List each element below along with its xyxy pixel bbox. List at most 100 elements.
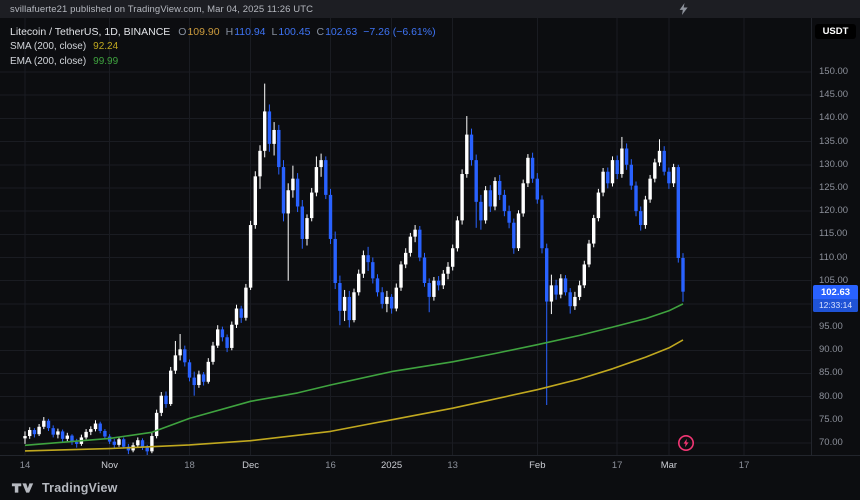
time-axis-label: 18 (184, 460, 195, 471)
candle-body (140, 440, 145, 448)
time-axis-label: 17 (611, 460, 623, 471)
candle-body (643, 199, 648, 226)
candle-body (530, 157, 535, 179)
price-tick-label: 80.00 (819, 390, 843, 402)
candle-body (516, 213, 521, 249)
candle-body (488, 190, 492, 207)
tradingview-logo-text: TradingView (42, 480, 118, 495)
lightning-icon[interactable] (679, 3, 688, 15)
candle-body (65, 435, 69, 439)
candle-body (136, 440, 140, 446)
candlestick-chart[interactable] (0, 18, 812, 455)
candle-body (60, 431, 65, 439)
candle-body (333, 238, 337, 284)
candle-body (615, 160, 619, 175)
candle-body (624, 148, 629, 165)
last-price: 102.63 (820, 286, 851, 298)
candle-body (596, 192, 601, 219)
candle-body (253, 176, 257, 226)
flash-marker-icon[interactable] (677, 434, 695, 452)
candle-body (592, 218, 596, 244)
candle-body (662, 150, 666, 172)
candle-body (169, 370, 173, 405)
candle-body (460, 174, 464, 221)
candle-body (145, 447, 149, 452)
currency-badge[interactable]: USDT (815, 24, 856, 39)
candle-body (192, 377, 196, 386)
candle-body (32, 430, 37, 435)
candle-body (521, 183, 525, 214)
candle-body (342, 296, 347, 311)
candle-body (324, 160, 328, 195)
candle-body (399, 264, 403, 288)
price-tick-label: 130.00 (819, 158, 849, 170)
candle-body (178, 349, 182, 356)
candle-body (432, 280, 436, 297)
candle-body (23, 436, 27, 439)
candle-body (357, 273, 361, 293)
candle-body (159, 395, 163, 413)
candle-body (46, 420, 51, 429)
candle-body (620, 148, 624, 175)
price-tick-label: 95.00 (819, 321, 843, 333)
candle-body (573, 296, 577, 307)
candle-body (601, 171, 605, 193)
price-tick-label: 120.00 (819, 205, 849, 217)
candle-body (671, 167, 676, 184)
symbol-title[interactable]: Litecoin / TetherUS, 1D, BINANCE (10, 25, 171, 38)
ema-label[interactable]: EMA (200, close) (10, 56, 87, 67)
candle-body (89, 429, 93, 432)
candle-body (84, 431, 88, 438)
change-value: −7.26 (−6.61%) (363, 25, 436, 38)
publish-info-bar: svillafuerte21 published on TradingView.… (0, 0, 860, 18)
candle-body (173, 355, 178, 371)
ohlc-number: 110.94 (234, 25, 266, 38)
candle-body (469, 134, 474, 161)
ema-line (24, 303, 684, 447)
candle-body (606, 171, 610, 184)
chart-area[interactable]: Litecoin / TetherUS, 1D, BINANCE O109.90… (0, 18, 860, 455)
candle-body (371, 262, 375, 279)
candle-body (93, 423, 98, 430)
candle-body (258, 150, 262, 177)
chart-legend: Litecoin / TetherUS, 1D, BINANCE O109.90… (10, 24, 436, 69)
candle-body (295, 178, 300, 207)
time-axis[interactable]: 14 Nov 18 Dec 16 2025 13 Feb 17 Mar 17 (0, 455, 860, 475)
price-scale[interactable]: USDT 150.00 145.00 140.00 135.00 130.00 125.0… (811, 18, 860, 455)
candle-body (206, 361, 210, 382)
candle-body (126, 446, 131, 451)
price-tick-label: 135.00 (819, 135, 849, 147)
candle-body (211, 345, 215, 362)
time-axis-label: Dec (242, 460, 260, 471)
candle-body (512, 222, 516, 249)
candle-body (361, 255, 366, 274)
ohlc-number: 109.90 (187, 25, 220, 38)
price-tick-label: 145.00 (819, 89, 849, 101)
candle-body (540, 199, 544, 249)
symbol-legend-row: Litecoin / TetherUS, 1D, BINANCE O109.90… (10, 24, 436, 39)
candle-body (653, 162, 657, 179)
price-tick-label: 90.00 (819, 344, 843, 356)
candle-body (70, 435, 74, 443)
time-axis-label: 17 (738, 460, 750, 471)
candle-body (549, 285, 554, 302)
candle-body (352, 292, 356, 321)
time-axis-label: Nov (101, 460, 119, 471)
ohlc-letter: L (271, 25, 278, 38)
candle-body (474, 160, 478, 202)
time-axis-label: Mar (660, 460, 678, 471)
time-axis-label: 13 (447, 460, 458, 471)
ohlc-letter: C (316, 25, 325, 38)
candle-body (441, 273, 445, 286)
candle-body (164, 395, 168, 405)
candle-body (75, 442, 79, 444)
candle-body (563, 278, 568, 293)
tradingview-logo[interactable]: TradingView (10, 481, 118, 495)
candle-body (347, 296, 351, 321)
candle-body (272, 129, 276, 144)
sma-label[interactable]: SMA (200, close) (10, 41, 87, 52)
candle-body (187, 362, 192, 378)
price-tick-label: 140.00 (819, 112, 849, 124)
candle-body (281, 167, 286, 214)
